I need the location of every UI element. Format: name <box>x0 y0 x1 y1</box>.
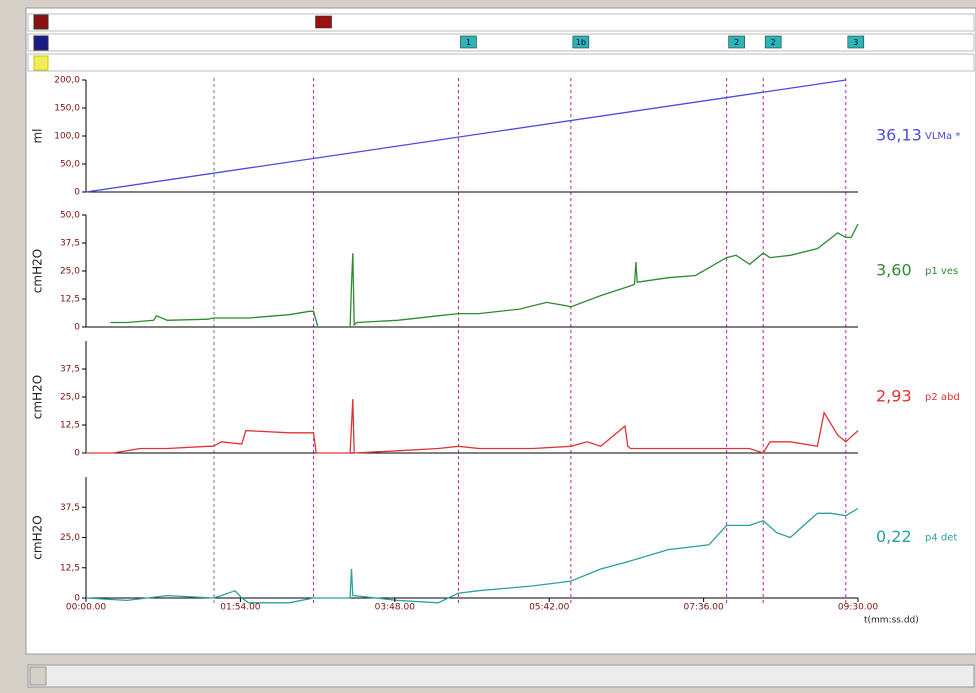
readout: 36,13 <box>876 126 922 145</box>
event-marker <box>572 35 590 49</box>
event-marker <box>764 35 782 49</box>
series-name: p1 ves <box>925 266 958 277</box>
row-icon[interactable] <box>33 35 49 51</box>
readout: 3,60 <box>876 261 912 280</box>
series-line <box>110 223 859 328</box>
readout: 0,22 <box>876 527 912 546</box>
y-tick-label: 37,5 <box>60 365 80 375</box>
event-marker <box>460 35 477 49</box>
event-marker <box>728 35 745 49</box>
event-marker <box>847 35 865 49</box>
y-tick-label: 50,0 <box>60 160 80 170</box>
y-tick-label: 100,0 <box>54 132 80 142</box>
event-label: 1 <box>466 38 471 47</box>
scrollbar[interactable] <box>27 664 975 688</box>
x-tick-label: 03:48.00 <box>375 603 416 613</box>
panel-bg <box>25 7 976 655</box>
y-tick-label: 12,5 <box>60 421 80 431</box>
y-tick-label: 150,0 <box>54 104 80 114</box>
row-icon[interactable] <box>33 55 49 71</box>
y-tick-label: 25,0 <box>60 393 80 403</box>
event-marker <box>315 15 332 29</box>
series-name: VLMa * <box>925 131 960 142</box>
event-label: 2 <box>771 38 776 47</box>
y-tick-label: 0 <box>74 449 80 459</box>
event-row <box>27 53 975 72</box>
x-tick-label: 01:54.00 <box>220 603 261 613</box>
y-tick-label: 12,5 <box>60 563 80 573</box>
series-name: p4 det <box>925 533 957 544</box>
event-label: 1b <box>576 38 586 47</box>
y-tick-label: 12,5 <box>60 295 80 305</box>
event-row <box>27 13 975 32</box>
row-icon[interactable] <box>33 14 49 30</box>
y-axis-label: cmH2O <box>31 515 45 559</box>
y-axis-label: ml <box>31 128 45 143</box>
y-axis-label: cmH2O <box>31 375 45 419</box>
y-tick-label: 37,5 <box>60 239 80 249</box>
y-tick-label: 0 <box>74 188 80 198</box>
y-tick-label: 200,0 <box>54 76 80 86</box>
series-line <box>86 399 859 454</box>
y-axis-label: cmH2O <box>31 249 45 293</box>
y-tick-label: 50,0 <box>60 211 80 221</box>
y-tick-label: 0 <box>74 594 80 604</box>
series-line <box>85 79 846 193</box>
series-name: p2 abd <box>925 392 960 403</box>
readout: 2,93 <box>876 387 912 406</box>
x-tick-label: 07:36.00 <box>683 603 724 613</box>
y-tick-label: 0 <box>74 323 80 333</box>
event-row <box>27 33 975 52</box>
y-tick-label: 25,0 <box>60 533 80 543</box>
x-tick-label: 00:00.00 <box>66 603 107 613</box>
series-line <box>85 507 859 604</box>
x-tick-label: 09:30.00 <box>838 603 879 613</box>
x-tick-label: 05:42.00 <box>529 603 570 613</box>
event-label: 2 <box>734 38 739 47</box>
event-label: 3 <box>853 38 858 47</box>
y-tick-label: 25,0 <box>60 267 80 277</box>
x-axis-label: t(mm:ss.dd) <box>864 616 919 626</box>
y-tick-label: 37,5 <box>60 503 80 513</box>
scroll-left[interactable] <box>29 666 47 686</box>
